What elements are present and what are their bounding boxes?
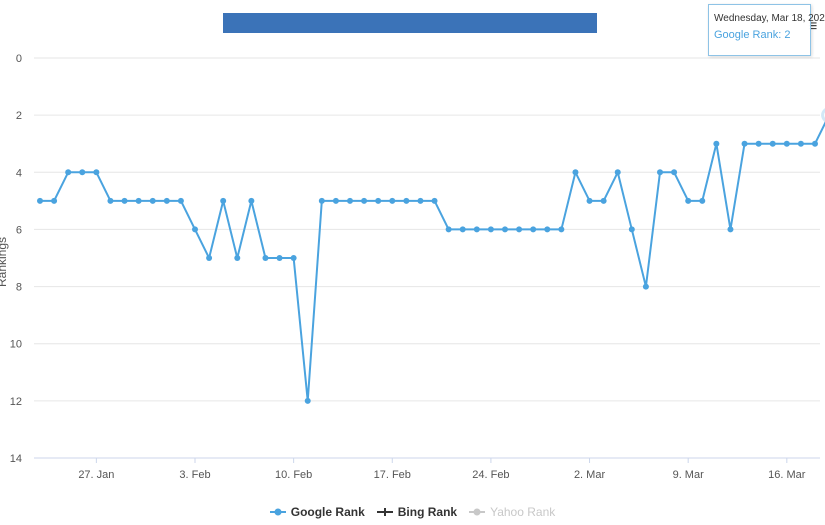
y-tick-label: 14 [10,453,22,465]
y-tick-label: 12 [10,396,22,408]
series-layer [37,108,825,404]
data-point[interactable] [248,197,255,204]
data-point[interactable] [375,197,382,204]
data-point[interactable] [318,197,325,204]
legend-item-google[interactable]: Google Rank [269,505,365,519]
legend-cross-icon [376,508,393,516]
data-point[interactable] [530,226,537,233]
y-tick-label: 0 [16,53,22,65]
data-point[interactable] [93,169,100,176]
legend-label-bing: Bing Rank [397,505,458,519]
tooltip-series-name: Google Rank [714,29,779,41]
data-point[interactable] [177,197,184,204]
data-point[interactable] [135,197,142,204]
chart-title-bar [223,13,597,33]
data-point[interactable] [558,226,565,233]
x-tick-label: 27. Jan [78,469,114,481]
y-tick-label: 4 [16,167,22,179]
x-tick-label: 16. Mar [768,469,806,481]
data-point[interactable] [487,226,494,233]
data-point[interactable] [121,197,128,204]
legend-item-yahoo[interactable]: Yahoo Rank [469,505,555,519]
y-tick-label: 8 [16,282,22,294]
data-point[interactable] [769,140,776,147]
data-point[interactable] [657,169,663,176]
legend-label-google: Google Rank [290,505,365,519]
legend-item-bing[interactable]: Bing Rank [376,505,458,519]
x-tick-label: 9. Mar [673,469,705,481]
data-point[interactable] [361,197,368,204]
x-tick-label: 2. Mar [574,469,606,481]
data-point[interactable] [727,226,734,233]
data-point[interactable] [332,197,339,204]
data-point[interactable] [586,197,593,204]
x-tick-label: 10. Feb [275,469,312,481]
y-tick-label: 6 [16,224,22,236]
data-point[interactable] [572,169,579,176]
tooltip-value: 2 [784,29,791,41]
data-point[interactable] [206,255,213,261]
y-tick-labels: 0 2 4 6 8 10 12 14 [10,53,22,465]
x-tick-label: 24. Feb [472,469,509,481]
data-point[interactable] [797,140,804,147]
data-point[interactable] [290,255,297,261]
chart-tooltip: Wednesday, Mar 18, 2020 Google Rank: 2 [708,4,825,56]
menu-icon[interactable]: ≡ [808,18,818,35]
data-point[interactable] [713,140,720,147]
data-point[interactable] [276,255,283,261]
x-tick-label: 3. Feb [179,469,210,481]
data-point[interactable] [417,197,424,204]
data-point[interactable] [79,169,86,176]
y-tick-label: 10 [10,339,22,351]
data-point[interactable] [628,226,635,233]
grid-lines [34,57,820,402]
data-point[interactable] [671,169,678,176]
data-point[interactable] [502,226,508,233]
data-point[interactable] [459,226,466,233]
data-point[interactable] [614,169,621,176]
data-point[interactable] [149,197,156,204]
data-point[interactable] [685,197,692,204]
data-point[interactable] [192,226,198,233]
data-point[interactable] [347,197,353,204]
hover-halo [821,108,825,123]
series-line-google [40,121,825,402]
data-point[interactable] [389,197,396,204]
data-point[interactable] [699,197,706,204]
data-point[interactable] [516,226,523,233]
data-point[interactable] [544,226,551,233]
data-point[interactable] [812,140,818,147]
data-point[interactable] [163,197,170,204]
data-point[interactable] [755,140,762,147]
y-tick-label: 2 [16,110,22,122]
data-point[interactable] [37,197,43,204]
legend-diamond-icon [269,508,286,516]
data-point[interactable] [220,197,227,204]
tooltip-value-line: Google Rank: 2 [714,29,791,41]
data-point[interactable] [431,197,438,204]
data-point[interactable] [262,255,269,261]
data-point[interactable] [642,283,649,290]
data-point[interactable] [473,226,480,233]
data-point[interactable] [600,197,607,204]
data-point[interactable] [234,255,241,261]
legend-dot-icon [469,508,486,516]
x-tick-labels: 27. Jan 3. Feb 10. Feb 17. Feb 24. Feb 2. Mar… [78,458,806,481]
data-point[interactable] [403,197,410,204]
data-point[interactable] [51,197,58,204]
data-point[interactable] [107,197,114,204]
tooltip-date: Wednesday, Mar 18, 2020 [714,13,825,24]
y-axis-title: Rankings [0,237,9,287]
data-point[interactable] [65,169,72,176]
legend-label-yahoo: Yahoo Rank [490,505,556,519]
x-tick-label: 17. Feb [374,469,411,481]
data-point[interactable] [783,140,790,147]
data-point[interactable] [445,226,452,233]
data-point[interactable] [741,140,748,147]
chart-legend: Google Rank Bing Rank Yahoo Rank [0,505,825,519]
data-point[interactable] [304,397,311,404]
